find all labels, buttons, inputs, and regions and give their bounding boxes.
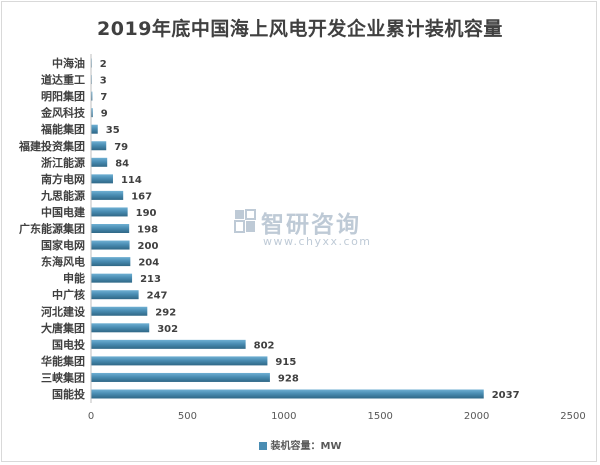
value-label: 35: [106, 125, 120, 136]
value-label: 2: [100, 59, 107, 70]
legend: 装机容量：MW: [0, 437, 600, 452]
category-label: 广东能源集团: [19, 222, 85, 236]
value-label: 190: [136, 208, 157, 219]
bar: [91, 339, 246, 349]
category-label: 金风科技: [40, 106, 86, 120]
category-label: 南方电网: [41, 172, 85, 186]
legend-swatch: [258, 442, 267, 450]
bar: [91, 290, 139, 300]
category-label: 国家电网: [41, 238, 85, 252]
x-tick-label: 2000: [464, 411, 489, 422]
bar: [91, 323, 150, 333]
x-tick-label: 1500: [367, 411, 392, 422]
x-tick-label: 2500: [560, 411, 585, 422]
category-label: 中广核: [52, 288, 85, 302]
watermark-url: www.chyxx.com: [263, 235, 372, 248]
bar: [91, 174, 113, 184]
bar: [91, 108, 93, 118]
category-label: 三峡集团: [41, 370, 85, 384]
value-labels: 2379357984114167190198200204213247292302…: [100, 59, 520, 401]
bar: [91, 91, 93, 101]
value-label: 3: [100, 76, 107, 87]
bar: [91, 372, 270, 382]
bar: [91, 207, 128, 217]
bar: [91, 273, 133, 283]
bar: [91, 141, 107, 151]
category-label: 华能集团: [41, 354, 85, 368]
x-tick-label: 1000: [271, 411, 296, 422]
value-label: 79: [114, 142, 128, 153]
category-label: 国能投: [52, 387, 85, 401]
bar: [91, 190, 124, 200]
value-label: 915: [275, 357, 296, 368]
bar: [91, 224, 130, 233]
bars-layer: [91, 58, 484, 399]
category-label: 大唐集团: [41, 321, 85, 335]
bar: [91, 389, 484, 399]
category-label: 河北建设: [41, 304, 86, 318]
value-label: 198: [137, 225, 158, 236]
value-label: 204: [138, 258, 159, 269]
legend-label: 装机容量：MW: [270, 441, 342, 452]
value-label: 200: [138, 241, 159, 252]
watermark: 智研咨询 www.chyxx.com: [233, 207, 433, 257]
value-label: 302: [157, 324, 178, 335]
bar: [91, 306, 148, 316]
watermark-name: 智研咨询: [261, 212, 361, 238]
bar: [91, 124, 98, 134]
value-label: 213: [140, 274, 161, 285]
x-axis-ticks: 0 500 1000 1500 2000 2500: [88, 411, 586, 422]
category-label: 申能: [63, 271, 85, 285]
value-label: 84: [115, 158, 129, 169]
category-label: 国电投: [52, 337, 85, 351]
category-label: 福能集团: [40, 122, 85, 136]
bar: [91, 157, 108, 167]
bar: [91, 356, 268, 366]
category-label: 九思能源: [40, 188, 85, 202]
x-tick-label: 0: [88, 411, 94, 422]
value-label: 928: [278, 373, 299, 384]
bar: [91, 257, 131, 267]
value-label: 247: [147, 291, 168, 302]
x-tick-label: 500: [178, 411, 197, 422]
value-label: 9: [101, 109, 108, 120]
chart-title: 2019年底中国海上风电开发企业累计装机容量: [97, 18, 503, 40]
value-label: 114: [121, 175, 142, 186]
category-labels: 中海油道达重工明阳集团金风科技福能集团福建投资集团浙江能源南方电网九思能源中国电…: [18, 56, 86, 401]
category-label: 中国电建: [41, 205, 86, 219]
value-label: 292: [155, 307, 176, 318]
watermark-logo-icon: [234, 209, 256, 233]
category-label: 道达重工: [41, 73, 85, 87]
bar: [91, 240, 130, 250]
category-label: 东海风电: [41, 255, 85, 269]
value-label: 802: [254, 340, 275, 351]
value-label: 7: [100, 92, 107, 103]
category-label: 浙江能源: [41, 155, 85, 169]
category-label: 福建投资集团: [18, 139, 85, 153]
value-label: 167: [131, 191, 152, 202]
category-label: 中海油: [52, 56, 85, 70]
value-label: 2037: [492, 390, 520, 401]
category-label: 明阳集团: [41, 89, 85, 103]
